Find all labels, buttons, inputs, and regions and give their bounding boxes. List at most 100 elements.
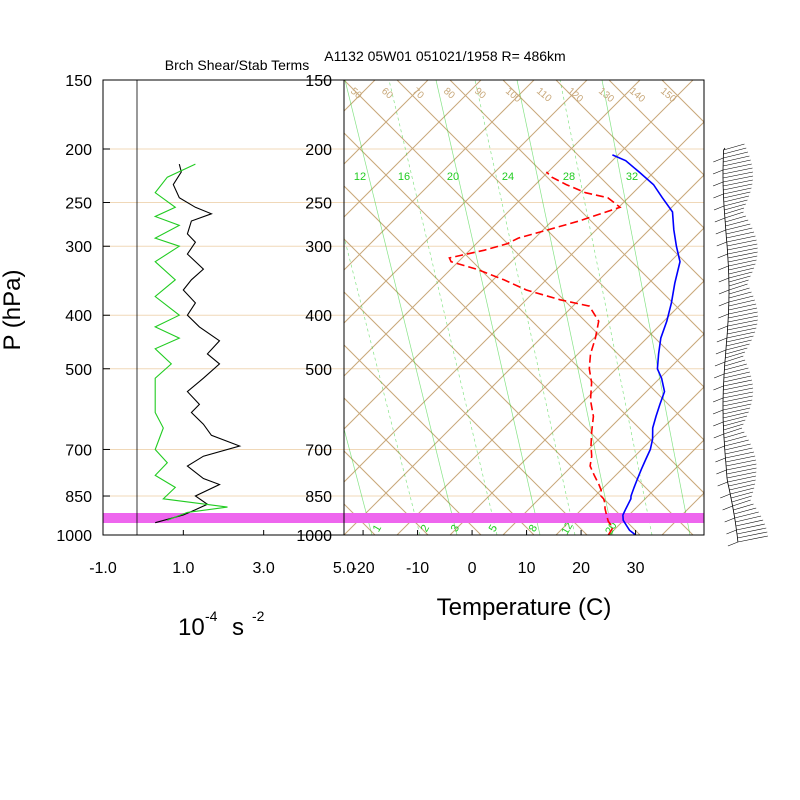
wind-barb-tick	[723, 179, 753, 187]
wind-barb-tick	[722, 395, 753, 403]
wind-barb-tick	[728, 271, 753, 279]
wind-barb-tick	[725, 347, 748, 355]
wind-barb-tick	[732, 499, 751, 507]
pressure-tick-label-left: 500	[65, 362, 92, 379]
pressure-tick-label-left: 700	[65, 442, 92, 459]
adiabat-line	[0, 80, 216, 535]
adiabat-label: 90	[472, 86, 488, 102]
wind-barb-tick	[726, 227, 753, 235]
pressure-tick-label-right: 150	[305, 73, 332, 90]
mixing-ratio-label: 16	[398, 171, 410, 183]
wind-barb-tick	[725, 343, 750, 351]
adiabat-line	[344, 185, 694, 535]
adiabat-line	[502, 80, 704, 282]
isotherm-line	[0, 80, 322, 535]
wind-barb-tick	[724, 207, 745, 215]
mixing-ratio-line	[516, 80, 614, 535]
wind-barb-tick	[713, 433, 724, 439]
wind-barb-tick	[724, 443, 751, 451]
wind-barb-tick	[724, 203, 746, 211]
pressure-tick-label-right: 300	[305, 239, 332, 256]
wind-barb-tick	[725, 351, 746, 359]
wind-barb-tick	[713, 205, 725, 211]
mixing-ratio-line	[344, 80, 458, 535]
mixing-ratio-bottom-label: 2	[419, 523, 432, 534]
wind-barb-tick	[718, 313, 729, 319]
wind-barb-tick	[723, 155, 750, 163]
wind-barb-tick	[727, 323, 758, 331]
wind-barb-tick	[725, 447, 753, 455]
pressure-tick-label-left: 300	[65, 239, 92, 256]
right-panel-frame	[343, 79, 705, 536]
wind-barb-tick	[725, 223, 751, 231]
wind-barb-tick	[723, 379, 753, 387]
wind-barb-tick	[718, 289, 730, 295]
adiabat-labels: 50 60 70 80 90 100 110 120 130 140 150	[348, 86, 678, 105]
surface-level-band	[103, 513, 704, 523]
wind-barb-tick	[727, 319, 758, 327]
wind-barb-tick	[722, 399, 753, 407]
adiabat-line	[344, 450, 429, 535]
adiabat-label: 120	[565, 86, 585, 105]
right-x-tick-label: 0	[468, 560, 477, 577]
wind-barb-tick	[728, 307, 758, 315]
wind-barb-tick	[713, 385, 724, 391]
wind-barb-tick	[726, 467, 757, 475]
temperature-profile-line	[612, 154, 681, 535]
mixing-ratio-label: 12	[354, 171, 366, 183]
wind-barb-tick	[716, 241, 727, 247]
wind-barb-tick	[726, 463, 757, 471]
wind-barb-tick	[735, 519, 764, 527]
wind-barb-tick	[723, 431, 745, 439]
wind-barb-tick	[724, 517, 735, 523]
wind-barb-tick	[722, 403, 752, 411]
isobar-lines	[103, 79, 704, 536]
wind-barb-tick	[728, 259, 757, 267]
wind-barb-tick	[727, 247, 758, 255]
wind-barb-tick	[724, 359, 746, 367]
pressure-tick-label-left: 400	[65, 308, 92, 325]
right-x-ticks: -20 -10 0 10 20 30	[352, 530, 645, 577]
stability-term-line	[155, 163, 242, 524]
wind-barb-tick	[727, 251, 758, 259]
wind-barb-tick	[729, 483, 756, 491]
adiabat-label: 100	[503, 86, 523, 105]
adiabat-line	[555, 80, 704, 229]
adiabat-line	[344, 238, 641, 535]
pressure-tick-label-right: 250	[305, 196, 332, 213]
mixing-ratio-label: 24	[502, 171, 514, 183]
wind-barb-tick	[734, 511, 759, 519]
wind-barb-tick	[715, 457, 726, 463]
wind-barb-tick	[714, 361, 726, 367]
isotherm-line	[608, 439, 704, 535]
wind-barb-tick	[723, 423, 744, 431]
wind-barb-tick	[726, 235, 756, 243]
wind-barb-tick	[723, 183, 753, 191]
left-xlabel-base: 10	[178, 614, 205, 641]
wind-barb-tick	[723, 387, 754, 395]
wind-barb-tick	[723, 419, 746, 427]
wind-barb-tick	[724, 439, 749, 447]
wind-barb-tick	[718, 301, 729, 307]
wind-barb-tick	[735, 515, 762, 523]
wind-barb-tick	[717, 481, 728, 487]
adiabat-label: 70	[410, 86, 426, 102]
wind-barb-tick	[727, 327, 757, 335]
mixing-ratio-line	[344, 427, 373, 535]
wind-barb-tick	[728, 299, 755, 307]
wind-barb-tick	[723, 371, 750, 379]
adiabat-line	[449, 80, 704, 335]
isotherm-line	[0, 80, 216, 535]
wind-barb-tick	[724, 363, 747, 371]
wind-barb-tick	[728, 303, 757, 311]
wind-barb-tick	[727, 239, 757, 247]
wind-barb-tick	[727, 475, 757, 483]
left-x-ticks: -1.0 1.0 3.0 5.0	[89, 530, 355, 577]
wind-barb-tick	[737, 535, 768, 543]
adiabat-label: 60	[379, 86, 395, 102]
mixing-ratio-bottom-label: 20	[603, 520, 620, 537]
wind-barb-tick	[728, 479, 756, 487]
wind-barb-tick	[728, 311, 758, 319]
left-xlabel-exponent-2: -2	[252, 608, 265, 624]
